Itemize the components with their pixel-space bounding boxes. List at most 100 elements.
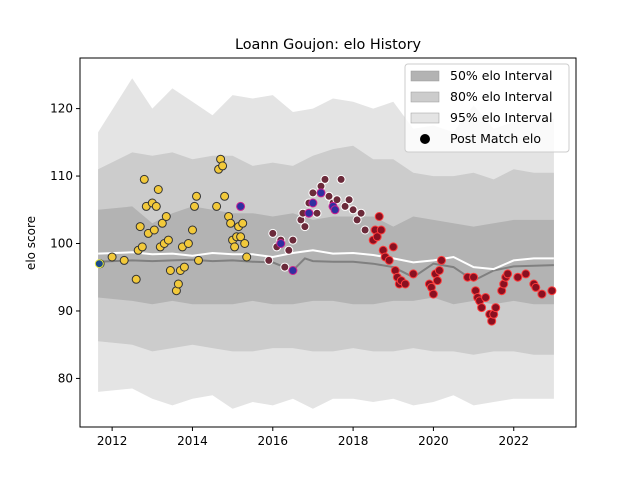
data-point-s1 xyxy=(264,255,274,265)
chart-title: Loann Goujon: elo History xyxy=(235,37,422,53)
data-point-s1 xyxy=(352,215,362,225)
data-point-s1 xyxy=(360,225,370,235)
y-tick-label: 80 xyxy=(58,371,73,385)
data-point-s0 xyxy=(218,161,228,171)
legend: 50% elo Interval 80% elo Interval 95% elo … xyxy=(404,63,570,153)
data-point-s2 xyxy=(481,293,491,302)
y-tick-label: 110 xyxy=(50,169,73,183)
data-point-s2 xyxy=(437,255,446,265)
data-point-s1 xyxy=(300,222,310,232)
data-point-s0 xyxy=(135,222,145,232)
data-point-s0 xyxy=(179,262,189,272)
data-point-s0 xyxy=(119,255,129,265)
data-point-s2 xyxy=(388,242,398,252)
data-point-s0 xyxy=(212,201,222,211)
data-point-s2 xyxy=(434,266,444,275)
x-tick-label: 2020 xyxy=(418,434,449,448)
data-point-s2 xyxy=(503,269,513,279)
data-point-s2 xyxy=(469,272,479,282)
data-point-s2 xyxy=(408,269,418,279)
y-axis-label: elo score xyxy=(24,216,38,270)
data-point-s2 xyxy=(513,272,523,282)
data-point-s1 xyxy=(312,208,322,218)
legend-swatch xyxy=(410,91,440,103)
data-point-s0 xyxy=(107,252,117,262)
x-tick-label: 2016 xyxy=(258,434,289,448)
y-tick-label: 90 xyxy=(58,304,73,318)
data-point-s2 xyxy=(384,255,394,265)
y-tick-label: 120 xyxy=(50,102,73,116)
legend-label: 50% elo Interval xyxy=(450,68,552,83)
data-point-s1 xyxy=(344,195,354,205)
data-point-s2 xyxy=(372,232,382,242)
data-point-s0 xyxy=(137,242,147,252)
data-point-s1 xyxy=(356,208,366,218)
data-point-s3 xyxy=(236,201,246,211)
data-point-s1 xyxy=(280,262,290,272)
data-point-s0 xyxy=(173,279,183,289)
data-point-s2 xyxy=(432,276,442,286)
x-tick-label: 2014 xyxy=(177,434,208,448)
plot-area-frame xyxy=(79,57,577,428)
data-point-s1 xyxy=(284,245,294,255)
data-point-s0 xyxy=(240,239,250,248)
data-point-s0 xyxy=(163,235,173,245)
data-point-s0 xyxy=(194,255,203,265)
data-point-s1 xyxy=(268,228,278,238)
data-point-s0 xyxy=(192,191,201,201)
legend-label: 80% elo Interval xyxy=(450,89,552,104)
data-point-s0 xyxy=(183,239,193,248)
data-point-s1 xyxy=(308,188,318,198)
legend-label: Post Match elo xyxy=(450,131,541,146)
data-point-s1 xyxy=(288,235,298,245)
data-point-s3 xyxy=(304,208,314,218)
data-point-s0 xyxy=(238,218,248,228)
data-point-s0 xyxy=(220,191,230,201)
data-point-s4 xyxy=(94,259,104,269)
data-point-s2 xyxy=(374,212,384,221)
x-axis-ticks: 2012 2014 2016 2018 2020 2022 xyxy=(97,427,529,448)
data-point-s3 xyxy=(308,198,318,208)
mean-line xyxy=(98,249,554,271)
y-axis-ticks: 80 90 100 110 120 xyxy=(50,102,80,385)
post-match-points xyxy=(94,154,557,326)
data-point-s2 xyxy=(531,282,541,292)
legend-box xyxy=(404,63,570,153)
data-point-s0 xyxy=(161,212,171,221)
data-point-s1 xyxy=(324,191,334,201)
legend-label: 95% elo Interval xyxy=(450,110,552,125)
data-point-s1 xyxy=(320,174,330,184)
data-point-s1 xyxy=(348,205,358,215)
data-point-s0 xyxy=(153,185,163,194)
data-point-s2 xyxy=(428,289,438,299)
interval-bands xyxy=(98,78,554,409)
data-point-s2 xyxy=(376,225,386,235)
data-point-s2 xyxy=(537,289,547,299)
data-point-s1 xyxy=(332,195,342,205)
legend-swatch xyxy=(410,112,440,124)
data-point-s0 xyxy=(236,232,246,242)
data-point-s3 xyxy=(288,266,298,275)
data-point-s2 xyxy=(400,279,410,289)
x-tick-label: 2012 xyxy=(97,434,128,448)
x-tick-label: 2022 xyxy=(498,434,529,448)
data-point-s0 xyxy=(131,274,141,284)
data-point-s0 xyxy=(139,174,149,184)
data-point-s3 xyxy=(316,188,326,198)
data-point-s0 xyxy=(226,218,236,228)
data-point-s2 xyxy=(521,269,531,279)
y-tick-label: 100 xyxy=(50,237,73,251)
data-point-s3 xyxy=(276,239,286,248)
data-point-s0 xyxy=(242,252,252,262)
data-point-s2 xyxy=(477,303,487,313)
data-point-s0 xyxy=(190,201,199,211)
legend-marker xyxy=(420,134,430,144)
data-point-s0 xyxy=(165,266,175,275)
data-point-s1 xyxy=(336,174,346,184)
legend-swatch xyxy=(410,70,440,82)
x-tick-label: 2018 xyxy=(338,434,369,448)
data-point-s0 xyxy=(230,242,240,252)
data-point-s3 xyxy=(330,205,340,215)
data-point-s2 xyxy=(491,303,501,313)
